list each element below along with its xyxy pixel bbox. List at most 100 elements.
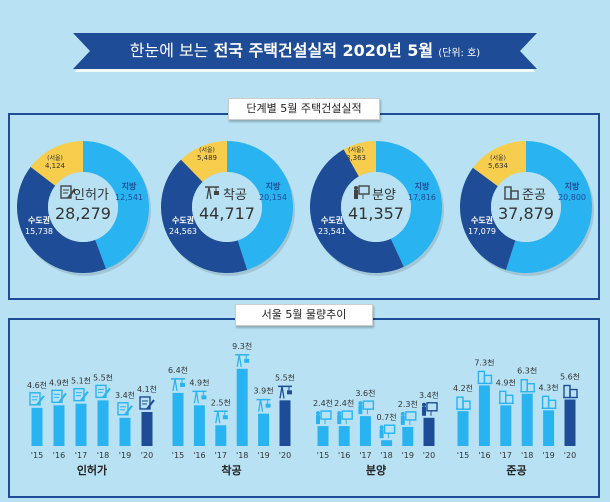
presentation-icon xyxy=(400,411,417,425)
donut-local-value: 17,816 xyxy=(408,193,436,202)
bar-value-label: 9.3천 xyxy=(232,341,252,351)
unit-label: (단위: 호) xyxy=(438,48,481,59)
bar xyxy=(75,403,87,446)
title-main: 전국 주택건설실적 2020년 5월 xyxy=(213,41,434,60)
document-pen-icon xyxy=(29,392,45,406)
bar xyxy=(381,440,393,446)
bar xyxy=(423,417,435,446)
donut-slice-local xyxy=(505,141,592,273)
donut-slice-capital xyxy=(310,149,404,273)
donut-stage-name: 착공 xyxy=(223,188,247,203)
year-tick-label: '17 xyxy=(75,451,87,460)
year-tick-label: '16 xyxy=(338,451,350,460)
building-icon xyxy=(563,384,578,399)
crane-icon xyxy=(278,385,292,399)
donut-seoul-label: (서울) xyxy=(348,146,364,154)
building-icon xyxy=(456,396,471,410)
crane-icon xyxy=(213,410,228,424)
donut-hole xyxy=(491,172,561,242)
donut-slice-local xyxy=(227,141,293,270)
building-icon xyxy=(477,370,493,385)
year-tick-label: '20 xyxy=(423,451,435,460)
bar-value-label: 4.6천 xyxy=(27,380,47,390)
bar xyxy=(338,426,350,446)
donut-stage-name: 인허가 xyxy=(73,188,109,203)
bar-value-label: 5.5천 xyxy=(275,372,295,382)
donut-seoul-value: 5,634 xyxy=(488,162,509,170)
donut-capital-label: 수도권 xyxy=(321,215,343,225)
donut-local-value: 20,800 xyxy=(558,193,586,202)
bar xyxy=(500,405,512,446)
bar xyxy=(172,392,184,446)
donut-capital-value: 24,563 xyxy=(169,227,197,236)
bar xyxy=(141,411,153,446)
donut-local-label: 지방 xyxy=(122,181,137,191)
bar xyxy=(119,417,131,446)
donut-slice-capital xyxy=(161,159,248,273)
donut-slice-local xyxy=(83,141,150,269)
donut-seoul-label: (서울) xyxy=(199,146,215,154)
building-icon xyxy=(520,379,536,393)
crane-icon xyxy=(235,354,250,367)
bar xyxy=(359,416,371,446)
year-tick-label: '16 xyxy=(193,451,205,460)
group-label: 인허가 xyxy=(77,463,107,477)
year-tick-label: '18 xyxy=(236,451,248,460)
presentation-icon xyxy=(316,410,332,425)
donut-stage-name: 준공 xyxy=(522,188,546,203)
bar-value-label: 4.9천 xyxy=(496,377,516,387)
bar xyxy=(279,400,291,446)
document-pen-icon xyxy=(95,384,111,399)
document-pen-icon xyxy=(139,396,155,410)
seoul-trend-section-label: 서울 5월 물량추이 xyxy=(235,304,373,326)
bar-value-label: 4.3천 xyxy=(539,382,559,392)
year-tick-label: '15 xyxy=(31,451,43,460)
crane-icon xyxy=(205,186,219,200)
donut-total: 37,879 xyxy=(498,204,554,223)
bar-value-label: 3.4천 xyxy=(419,390,439,400)
donut-slice-seoul xyxy=(180,141,227,182)
bar-value-label: 5.5천 xyxy=(93,372,113,382)
bar-value-label: 4.9천 xyxy=(189,377,209,387)
donut-slice-seoul xyxy=(472,141,526,187)
bar xyxy=(97,400,109,446)
year-tick-label: '19 xyxy=(257,451,269,460)
donut-local-label: 지방 xyxy=(565,181,580,191)
donut-local-value: 20,154 xyxy=(259,193,287,202)
donut-seoul-value: 5,489 xyxy=(197,154,217,162)
year-tick-label: '15 xyxy=(317,451,329,460)
year-tick-label: '19 xyxy=(402,451,414,460)
bar-value-label: 2.3천 xyxy=(398,399,418,409)
bar-value-label: 0.7천 xyxy=(377,412,397,422)
year-tick-label: '15 xyxy=(172,451,184,460)
bar-value-label: 5.1천 xyxy=(71,376,91,386)
document-pen-icon xyxy=(51,389,67,404)
bar-value-label: 3.9천 xyxy=(254,386,274,396)
year-tick-label: '16 xyxy=(478,451,490,460)
donut-slice-local xyxy=(376,141,442,267)
year-tick-label: '18 xyxy=(521,451,533,460)
bar-value-label: 3.6천 xyxy=(355,388,375,398)
bar-value-label: 2.5천 xyxy=(211,397,231,407)
crane-icon xyxy=(171,378,185,391)
bar-value-label: 2.4천 xyxy=(313,398,333,408)
crane-icon xyxy=(192,390,207,404)
group-label: 분양 xyxy=(366,463,386,477)
year-tick-label: '18 xyxy=(380,451,392,460)
bar xyxy=(478,385,490,446)
presentation-icon xyxy=(354,185,370,199)
bar xyxy=(543,410,555,446)
donut-capital-label: 수도권 xyxy=(172,215,194,225)
bar-value-label: 2.4천 xyxy=(334,398,354,408)
bar xyxy=(236,368,248,446)
donut-capital-value: 23,541 xyxy=(318,227,346,236)
building-icon xyxy=(541,395,557,410)
donut-local-value: 12,541 xyxy=(115,193,143,202)
group-label: 준공 xyxy=(506,464,526,477)
donut-total: 28,279 xyxy=(55,204,111,223)
year-tick-label: '17 xyxy=(215,451,227,460)
year-tick-label: '19 xyxy=(542,451,554,460)
bar-value-label: 6.3천 xyxy=(517,366,537,376)
donut-local-label: 지방 xyxy=(266,181,281,191)
crane-icon xyxy=(256,398,271,412)
